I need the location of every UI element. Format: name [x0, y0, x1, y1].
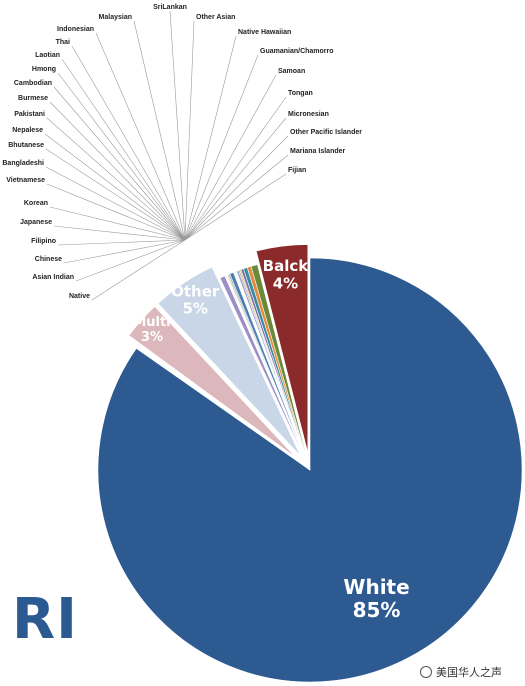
callout-labels: Fijian Mariana Islander Other Pacific Isla… [2, 4, 362, 300]
callout-native: Native [69, 293, 90, 300]
callout-asian-indian: Asian Indian [32, 274, 74, 281]
callout-native-hawaiian: Native Hawaiian [238, 29, 291, 36]
callout-micronesian: Micronesian [288, 111, 329, 118]
leader-line [53, 86, 186, 241]
callout-fijian: Fijian [288, 167, 306, 174]
callout-tongan: Tongan [288, 90, 313, 97]
leader-line [53, 225, 186, 241]
leader-line [57, 239, 186, 246]
callout-vietnamese: Vietnamese [6, 177, 45, 184]
callout-guamanian-chamorro: Guamanian/Chamorro [260, 48, 334, 55]
slice-other [156, 265, 303, 459]
watermark-text: 美国华人之声 [436, 666, 502, 679]
leader-line [44, 133, 186, 241]
slice-native [250, 264, 311, 471]
leader-line [169, 10, 186, 241]
leader-line [57, 72, 186, 241]
watermark: 美国华人之声 [420, 664, 502, 680]
leader-line [46, 183, 186, 241]
leader-line [45, 166, 186, 241]
leader-line [61, 58, 186, 241]
slice-label-multi: Multi [133, 315, 170, 330]
leader-line [184, 117, 287, 241]
leader-line [45, 148, 186, 241]
slice-percent-other: 5% [182, 300, 207, 318]
callout-bangladeshi: Bangladeshi [2, 160, 44, 167]
slice-percent-balck: 4% [273, 274, 298, 292]
slice-label-other: Other [171, 282, 220, 300]
leader-line [91, 239, 186, 301]
callout-indonesian: Indonesian [57, 26, 94, 33]
callout-filipino: Filipino [31, 238, 56, 245]
leader-line [95, 32, 186, 241]
leader-line [184, 54, 259, 241]
leader-line [49, 101, 186, 241]
leader-line [184, 35, 237, 241]
callout-chinese: Chinese [35, 256, 62, 263]
callout-mariana-islander: Mariana Islander [290, 148, 346, 155]
callout-thai: Thai [56, 39, 70, 46]
slice-balck [254, 243, 310, 457]
callout-laotian: Laotian [35, 52, 60, 59]
slice-label-balck: Balck [263, 257, 310, 275]
callout-korean: Korean [24, 200, 48, 207]
leader-line [184, 135, 289, 241]
slice-label-white: White [343, 575, 409, 599]
slice-multi [127, 304, 301, 462]
wechat-icon [420, 666, 432, 678]
slice-white [97, 257, 523, 683]
callout-samoan: Samoan [278, 68, 305, 75]
leader-line [184, 173, 287, 241]
leader-line [49, 206, 186, 241]
callout-japanese: Japanese [20, 219, 52, 226]
leader-line [133, 20, 186, 241]
leader-line [184, 20, 195, 241]
leader-line [63, 239, 186, 264]
slice-percent-white: 85% [353, 598, 401, 622]
slice-native-hawaiian [138, 344, 311, 471]
callout-cambodian: Cambodian [14, 80, 52, 87]
leader-line [71, 45, 186, 241]
callout-srilankan: SriLankan [153, 4, 187, 11]
leader-line [184, 96, 287, 241]
state-label: RI [12, 587, 78, 652]
callout-other-pacific-islander: Other Pacific Islander [290, 129, 362, 136]
callout-burmese: Burmese [18, 95, 48, 102]
pie-slices [97, 243, 523, 683]
callout-hmong: Hmong [32, 66, 56, 73]
callout-nepalese: Nepalese [12, 127, 43, 134]
leader-lines [44, 10, 289, 301]
callout-malaysian: Malaysian [99, 14, 132, 21]
callout-other-asian: Other Asian [196, 14, 235, 21]
leader-line [46, 117, 186, 241]
leader-line [184, 74, 277, 241]
leader-line [75, 239, 186, 282]
callout-bhutanese: Bhutanese [8, 142, 44, 149]
slice-percent-multi: 3% [141, 330, 163, 345]
leader-line [184, 154, 289, 241]
callout-pakistani: Pakistani [14, 111, 45, 118]
